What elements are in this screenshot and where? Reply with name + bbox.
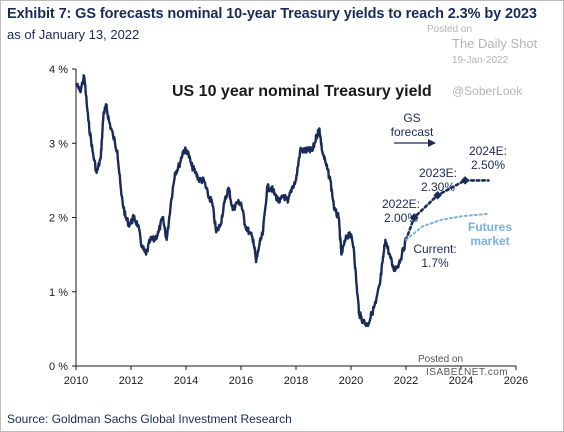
watermark-date: 19-Jan-2022 <box>452 55 509 66</box>
annotation-2023e-line: 2023E: <box>419 166 457 180</box>
x-tick-label: 2018 <box>284 375 308 387</box>
x-tick-label: 2020 <box>339 375 363 387</box>
annotation-current: Current: 1.7% <box>413 242 456 270</box>
watermark-isabelnet: ISABELNET.com <box>426 367 508 378</box>
chart-title: Exhibit 7: GS forecasts nominal 10-year … <box>7 6 537 22</box>
x-tick-label: 2012 <box>119 375 143 387</box>
annotation-2022e-line: 2022E: <box>382 197 420 211</box>
annotation-2022e-line: 2.00% <box>384 211 418 225</box>
forecast-marker <box>433 190 442 200</box>
x-tick-label: 2022 <box>394 375 418 387</box>
annotation-futures-market-line: Futures <box>468 220 512 234</box>
futures-market-line <box>405 212 490 241</box>
annotation-futures-market-line: market <box>470 234 509 248</box>
inner-chart-title: US 10 year nominal Treasury yield <box>172 83 432 100</box>
yield-history-line <box>74 74 408 328</box>
watermark-posted-on: Posted on <box>427 24 473 35</box>
y-tick-label: 3 % <box>49 138 68 150</box>
source-note: Source: Goldman Sachs Global Investment … <box>7 412 292 426</box>
y-tick-label: 1 % <box>49 287 68 299</box>
annotation-2024e-line: 2.50% <box>471 158 505 172</box>
y-tick-label: 4 % <box>49 64 68 76</box>
annotation-2024e-line: 2024E: <box>469 144 507 158</box>
x-tick-label: 2010 <box>64 375 88 387</box>
y-tick-label: 2 % <box>49 213 68 225</box>
annotation-gs-forecast-line: forecast <box>391 125 434 139</box>
annotation-futures-market: Futures market <box>468 220 512 248</box>
chart-subtitle: as of January 13, 2022 <box>7 27 140 42</box>
annotation-gs-forecast-line: GS <box>403 111 420 125</box>
chart-lines <box>74 74 490 328</box>
annotation-2023e: 2023E: 2.30% <box>419 166 457 194</box>
x-tick-label: 2024 <box>449 375 473 387</box>
forecast-arrow-head <box>428 139 436 147</box>
watermark-daily-shot: The Daily Shot <box>452 36 538 51</box>
x-tick-label: 2026 <box>504 375 528 387</box>
annotation-current-line: 1.7% <box>421 256 449 270</box>
forecast-marker <box>410 213 419 222</box>
annotation-2022e: 2022E: 2.00% <box>382 197 420 225</box>
forecast-marker <box>460 176 470 185</box>
chart-axes: 0 % 1 % 2 % 3 % 4 % 2010 2012 2014 2016 2018 2020 2… <box>49 64 528 387</box>
annotation-2023e-line: 2.30% <box>421 180 455 194</box>
y-tick-label: 0 % <box>49 361 68 373</box>
watermark-posted-on-bottom: Posted on <box>418 354 463 365</box>
annotation-current-line: Current: <box>413 242 456 256</box>
annotation-gs-forecast: GS forecast <box>391 111 434 139</box>
annotation-2024e: 2024E: 2.50% <box>469 144 507 172</box>
watermark-handle: @SoberLook <box>452 84 523 98</box>
x-tick-label: 2014 <box>174 375 198 387</box>
x-tick-label: 2016 <box>229 375 253 387</box>
